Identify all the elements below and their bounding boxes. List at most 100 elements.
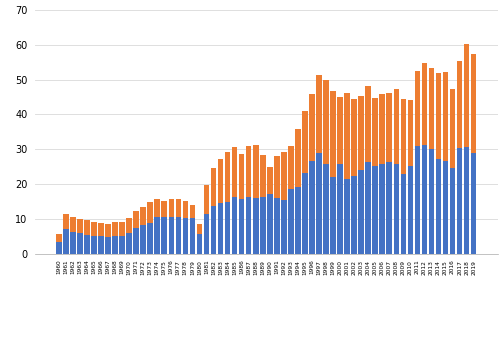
Bar [77, 219, 82, 233]
Bar [302, 173, 308, 254]
Bar [105, 237, 111, 254]
Bar [302, 111, 308, 173]
Bar [91, 236, 97, 254]
Bar [464, 147, 469, 254]
Bar [126, 233, 132, 254]
Bar [408, 166, 413, 254]
Bar [464, 44, 469, 147]
Bar [148, 202, 153, 223]
Bar [394, 164, 399, 254]
Bar [112, 237, 118, 254]
Bar [84, 235, 90, 254]
Bar [162, 217, 167, 254]
Bar [457, 148, 462, 254]
Bar [428, 68, 434, 149]
Bar [77, 233, 82, 254]
Bar [140, 225, 146, 254]
Bar [330, 177, 336, 254]
Bar [267, 167, 272, 194]
Bar [450, 90, 456, 168]
Bar [422, 145, 428, 254]
Bar [182, 201, 188, 218]
Bar [148, 223, 153, 254]
Bar [239, 199, 244, 254]
Bar [105, 224, 111, 237]
Bar [246, 146, 252, 197]
Bar [295, 129, 300, 187]
Bar [428, 149, 434, 254]
Bar [204, 214, 210, 254]
Bar [380, 94, 385, 164]
Bar [436, 159, 442, 254]
Bar [330, 91, 336, 177]
Bar [232, 147, 237, 197]
Bar [323, 164, 329, 254]
Bar [323, 80, 329, 164]
Bar [120, 221, 125, 236]
Bar [134, 228, 139, 254]
Bar [225, 202, 230, 254]
Bar [344, 179, 350, 254]
Bar [309, 94, 315, 161]
Bar [358, 170, 364, 254]
Bar [98, 223, 104, 236]
Bar [260, 197, 266, 254]
Bar [239, 154, 244, 199]
Bar [288, 189, 294, 254]
Bar [386, 93, 392, 163]
Bar [372, 98, 378, 166]
Bar [140, 207, 146, 225]
Bar [436, 73, 442, 159]
Bar [196, 234, 202, 254]
Bar [168, 199, 174, 217]
Bar [408, 100, 413, 166]
Bar [63, 214, 68, 229]
Bar [309, 161, 315, 254]
Bar [366, 163, 371, 254]
Bar [442, 161, 448, 254]
Bar [414, 71, 420, 146]
Bar [316, 75, 322, 153]
Bar [126, 218, 132, 233]
Bar [84, 220, 90, 235]
Bar [442, 72, 448, 161]
Bar [232, 197, 237, 254]
Bar [190, 218, 195, 254]
Bar [422, 63, 428, 145]
Bar [98, 236, 104, 254]
Bar [372, 166, 378, 254]
Bar [267, 194, 272, 254]
Bar [204, 185, 210, 214]
Bar [352, 176, 357, 254]
Bar [162, 201, 167, 217]
Bar [358, 96, 364, 170]
Bar [91, 222, 97, 236]
Bar [380, 164, 385, 254]
Bar [63, 229, 68, 254]
Bar [316, 153, 322, 254]
Bar [154, 199, 160, 217]
Bar [281, 200, 286, 254]
Bar [176, 217, 181, 254]
Bar [295, 187, 300, 254]
Bar [366, 86, 371, 163]
Bar [274, 197, 280, 254]
Bar [246, 197, 252, 254]
Bar [196, 224, 202, 234]
Bar [450, 168, 456, 254]
Bar [471, 153, 476, 254]
Bar [210, 206, 216, 254]
Bar [120, 236, 125, 254]
Bar [400, 99, 406, 173]
Bar [182, 218, 188, 254]
Bar [253, 198, 258, 254]
Bar [70, 217, 75, 232]
Bar [400, 173, 406, 254]
Bar [386, 163, 392, 254]
Bar [210, 168, 216, 206]
Bar [56, 234, 62, 242]
Bar [471, 54, 476, 153]
Bar [154, 217, 160, 254]
Bar [414, 146, 420, 254]
Bar [352, 99, 357, 176]
